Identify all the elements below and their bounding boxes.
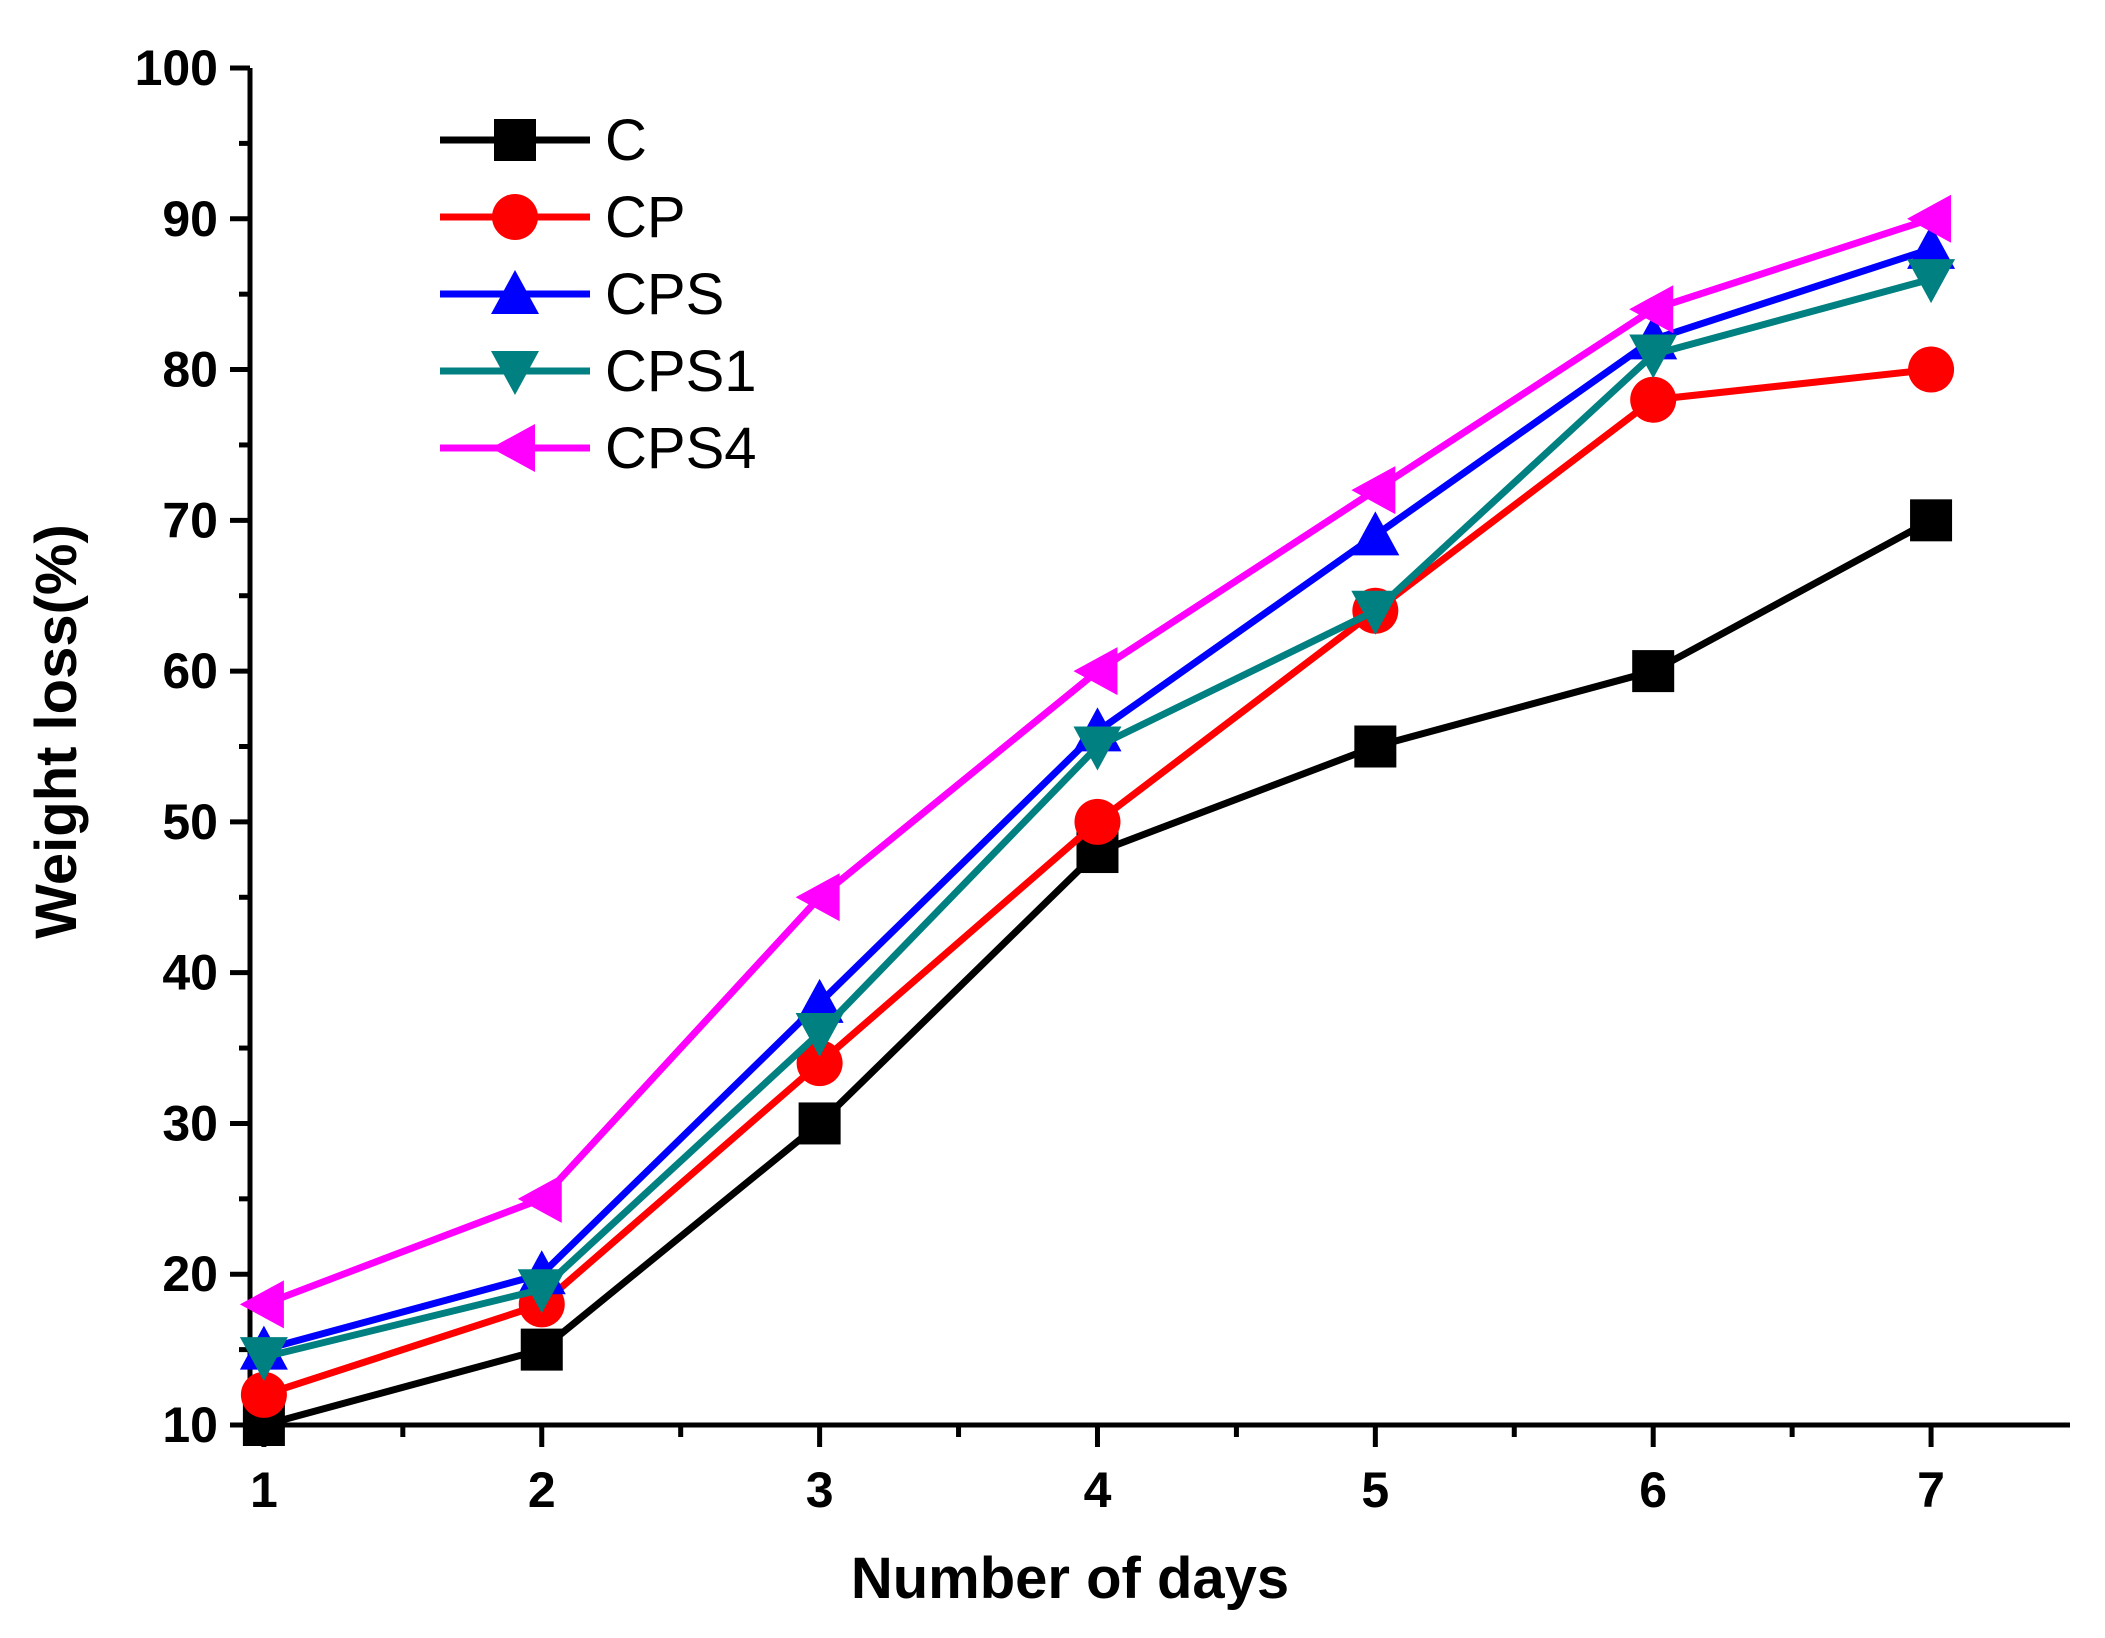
data-point-cp: [1630, 376, 1677, 423]
axes: 10 20 30 40 50 60 70 80 90 100 1 2 3 4 5 6 7: [135, 40, 2070, 1518]
data-point-c: [520, 1328, 563, 1371]
data-point-cps4: [795, 873, 840, 922]
series-c: [242, 499, 1953, 1446]
y-tick-label: 60: [162, 643, 218, 699]
data-point-cps4: [1073, 647, 1118, 696]
series-line-c: [262, 517, 1933, 1429]
data-point-cps1: [795, 1012, 844, 1057]
data-point-cps1: [1073, 726, 1122, 771]
legend-item-cp: CP: [440, 185, 686, 250]
data-point-cp: [1908, 346, 1955, 393]
data-point-cps1: [1907, 259, 1956, 304]
data-point-c: [1354, 725, 1397, 768]
data-point-cps4: [239, 1280, 284, 1329]
data-point-cp: [240, 1371, 287, 1418]
legend-marker: [492, 194, 538, 240]
legend-label: CPS4: [605, 416, 757, 481]
legend-label: C: [605, 108, 647, 173]
legend-marker: [491, 270, 539, 314]
legend-item-c: C: [440, 108, 647, 173]
plot-series: [239, 194, 1956, 1446]
data-point-cps4: [1907, 194, 1952, 243]
data-point-cps: [1907, 224, 1956, 269]
data-point-cps1: [517, 1269, 566, 1314]
data-point-c: [798, 1102, 841, 1145]
x-tick-label: 4: [1084, 1462, 1112, 1518]
data-point-cp: [796, 1040, 843, 1087]
data-point-cps: [1351, 511, 1400, 556]
series-cp: [240, 346, 1955, 1418]
legend-item-cps4: CPS4: [440, 416, 757, 481]
y-tick-label: 50: [162, 794, 218, 850]
legend-item-cps: CPS: [440, 262, 724, 327]
y-tick-label: 100: [135, 40, 218, 96]
y-axis-title: Weight loss(%): [24, 524, 89, 939]
data-point-cps4: [1351, 466, 1396, 515]
legend: C CP CPS CPS1 CPS4: [440, 108, 757, 481]
y-tick-label: 70: [162, 492, 218, 548]
x-tick-label: 7: [1917, 1462, 1945, 1518]
series-line-cp: [262, 366, 1932, 1399]
legend-marker: [491, 424, 535, 472]
data-point-cp: [1074, 798, 1121, 845]
x-tick-label: 6: [1639, 1462, 1667, 1518]
data-point-cps1: [1351, 590, 1400, 635]
series-cps4: [239, 194, 1952, 1329]
y-tick-label: 90: [162, 191, 218, 247]
data-point-c: [1910, 499, 1953, 542]
x-tick-label: 2: [528, 1462, 556, 1518]
data-point-cps4: [517, 1174, 562, 1223]
data-point-cps4: [1629, 285, 1674, 334]
legend-label: CPS: [605, 262, 724, 327]
x-tick-label: 5: [1361, 1462, 1389, 1518]
y-tick-label: 80: [162, 342, 218, 398]
x-axis-title: Number of days: [851, 1546, 1289, 1611]
y-tick-label: 40: [162, 945, 218, 1001]
y-tick-label: 10: [162, 1397, 218, 1453]
legend-marker: [494, 119, 536, 161]
series-cps1: [239, 259, 1956, 1382]
y-tick-label: 20: [162, 1246, 218, 1302]
data-point-cps1: [1629, 334, 1678, 379]
y-tick-label: 30: [162, 1095, 218, 1151]
legend-marker: [491, 351, 539, 395]
legend-label: CP: [605, 185, 686, 250]
data-point-c: [1632, 650, 1675, 693]
x-tick-label: 3: [806, 1462, 834, 1518]
legend-label: CPS1: [605, 339, 757, 404]
legend-item-cps1: CPS1: [440, 339, 757, 404]
data-point-cps: [795, 978, 844, 1023]
data-point-cps1: [239, 1337, 288, 1382]
x-tick-label: 1: [250, 1462, 278, 1518]
